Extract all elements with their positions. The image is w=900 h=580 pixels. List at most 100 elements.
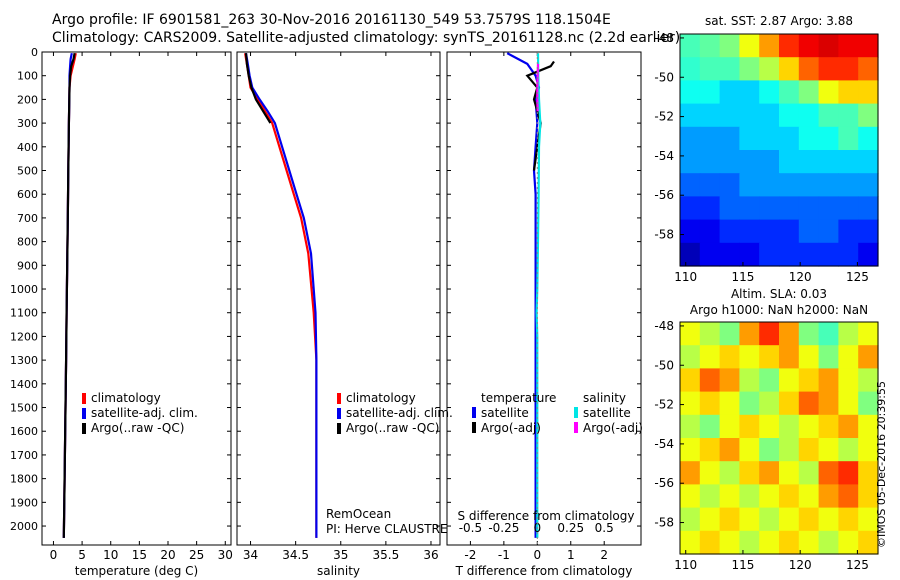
sal-legend-label: satellite-adj. clim. <box>346 406 453 420</box>
map-y-tick-label: -50 <box>654 358 674 372</box>
x-tick-label: 35 <box>333 548 348 562</box>
heatmap-cell <box>838 57 859 81</box>
heatmap-cell <box>699 391 721 416</box>
heatmap-cell <box>818 507 839 532</box>
heatmap-cell <box>779 173 800 197</box>
heatmap-cell <box>699 57 721 81</box>
heatmap-cell <box>719 34 740 58</box>
diff-legend-swatch <box>472 407 476 418</box>
heatmap-cell <box>818 368 839 393</box>
heatmap-cell <box>779 414 800 439</box>
heatmap-cell <box>699 438 721 462</box>
heatmap-cell <box>838 368 859 393</box>
heatmap-cell <box>699 484 721 509</box>
diff-legend-swatch <box>574 407 578 418</box>
heatmap-cell <box>719 103 740 128</box>
heatmap-cell <box>699 80 721 105</box>
heatmap-cell <box>798 34 820 58</box>
heatmap-cell <box>699 242 721 267</box>
map-y-tick-label: -50 <box>654 70 674 84</box>
annotation-remocean: RemOcean <box>326 507 391 521</box>
map-x-tick-label: 115 <box>731 270 754 284</box>
heatmap-cell <box>759 34 780 58</box>
heatmap-cell <box>680 219 701 244</box>
y-tick-label: 200 <box>17 93 38 106</box>
heatmap-cell <box>779 507 800 532</box>
heatmap-cell <box>818 345 839 369</box>
heatmap-cell <box>759 219 780 244</box>
x-tick-label: 25 <box>189 548 204 562</box>
heatmap-cell <box>818 126 839 151</box>
heatmap-cell <box>779 80 800 105</box>
heatmap-cell <box>739 80 760 105</box>
heatmap-cell <box>858 57 879 81</box>
map-panel-2 <box>679 321 879 555</box>
heatmap-cell <box>699 126 721 151</box>
heatmap-cell <box>798 368 820 393</box>
heatmap-cell <box>719 126 740 151</box>
heatmap-cell <box>699 414 721 439</box>
heatmap-cell <box>838 507 859 532</box>
map-y-tick-label: -56 <box>654 476 674 490</box>
heatmap-cell <box>779 242 800 267</box>
heatmap-cell <box>759 368 780 393</box>
heatmap-cell <box>680 242 701 267</box>
y-tick-label: 0 <box>31 46 38 59</box>
heatmap-cell <box>719 368 740 393</box>
heatmap-cell <box>739 368 760 393</box>
temp-legend-label: Argo(..raw -QC) <box>91 421 184 435</box>
heatmap-cell <box>858 391 879 416</box>
panel-frame <box>446 51 642 546</box>
y-tick-label: 1700 <box>10 449 38 462</box>
x-tick-label: 0 <box>533 548 541 562</box>
heatmap-cell <box>699 461 721 485</box>
diff-legend-label: Argo(-adj) <box>583 421 643 435</box>
heatmap-cell <box>680 507 701 532</box>
heatmap-cell <box>818 219 839 244</box>
map-x-tick-label: 110 <box>674 270 697 284</box>
temp-legend-swatch <box>82 408 86 419</box>
x-tick-label: 1 <box>567 548 575 562</box>
heatmap-cell <box>759 530 780 555</box>
heatmap-cell <box>838 126 859 151</box>
x2-tick-label: -0.25 <box>488 521 519 535</box>
temp-legend-label: satellite-adj. clim. <box>91 406 198 420</box>
diff-legend-temperature-header: temperature <box>481 391 556 405</box>
heatmap-cell <box>759 242 780 267</box>
heatmap-cell <box>798 461 820 485</box>
heatmap-cell <box>798 507 820 532</box>
y-tick-label: 2000 <box>10 520 38 533</box>
map-y-tick-label: -52 <box>654 398 674 412</box>
y-tick-label: 1500 <box>10 402 38 415</box>
heatmap-cell <box>719 196 740 221</box>
heatmap-cell <box>818 484 839 509</box>
heatmap-cell <box>759 196 780 221</box>
map-y-tick-label: -58 <box>654 228 674 242</box>
heatmap-cell <box>759 391 780 416</box>
map-y-tick-label: -52 <box>654 110 674 124</box>
heatmap-cell <box>699 368 721 393</box>
map-subtitle: Argo h1000: NaN h2000: NaN <box>690 303 868 317</box>
map-x-tick-label: 115 <box>731 558 754 572</box>
y-tick-label: 1300 <box>10 354 38 367</box>
heatmap-cell <box>798 530 820 555</box>
heatmap-cell <box>779 368 800 393</box>
heatmap-cell <box>759 484 780 509</box>
heatmap-cell <box>818 461 839 485</box>
map-y-tick-label: -54 <box>654 149 674 163</box>
heatmap-cell <box>798 80 820 105</box>
y-tick-label: 1600 <box>10 425 38 438</box>
map-y-tick-label: -48 <box>654 31 674 45</box>
heatmap-cell <box>699 507 721 532</box>
figure-title-line2: Climatology: CARS2009. Satellite-adjuste… <box>52 30 681 46</box>
heatmap-cell <box>779 57 800 81</box>
heatmap-cell <box>699 173 721 197</box>
x-tick-label: 15 <box>132 548 147 562</box>
heatmap-cell <box>739 57 760 81</box>
diff-legend-swatch <box>574 422 578 433</box>
heatmap-cell <box>739 150 760 174</box>
heatmap-cell <box>798 103 820 128</box>
sal-legend-swatch <box>337 423 341 434</box>
heatmap-cell <box>858 507 879 532</box>
heatmap-cell <box>838 150 859 174</box>
